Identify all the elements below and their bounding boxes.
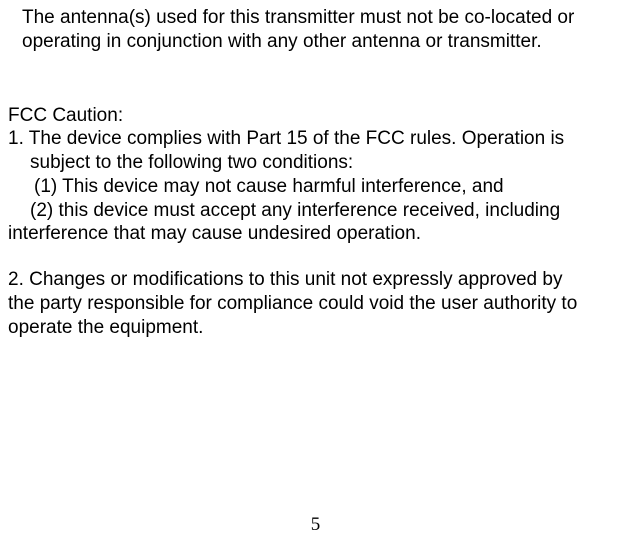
item-2-line-2: the party responsible for compliance cou… (8, 292, 623, 316)
item-1-block: 1. The device complies with Part 15 of t… (8, 127, 623, 246)
item-2-line-1: 2. Changes or modifications to this unit… (8, 268, 623, 292)
document-page: The antenna(s) used for this transmitter… (0, 0, 631, 339)
item-1-line-1: 1. The device complies with Part 15 of t… (8, 127, 623, 151)
item-1-line-2: subject to the following two conditions: (30, 151, 623, 175)
item-1-sub-3: interference that may cause undesired op… (8, 222, 623, 246)
item-1-sub-2: (2) this device must accept any interfer… (30, 199, 623, 223)
antenna-line-1: The antenna(s) used for this transmitter… (22, 6, 623, 30)
item-1-sub-1: (1) This device may not cause harmful in… (34, 175, 623, 199)
fcc-caution-heading: FCC Caution: (8, 104, 623, 128)
antenna-paragraph: The antenna(s) used for this transmitter… (22, 6, 623, 54)
page-number: 5 (0, 514, 631, 536)
item-2-block: 2. Changes or modifications to this unit… (8, 268, 623, 339)
antenna-line-2: operating in conjunction with any other … (22, 30, 623, 54)
item-2-line-3: operate the equipment. (8, 316, 623, 340)
paragraph-gap (8, 246, 623, 268)
